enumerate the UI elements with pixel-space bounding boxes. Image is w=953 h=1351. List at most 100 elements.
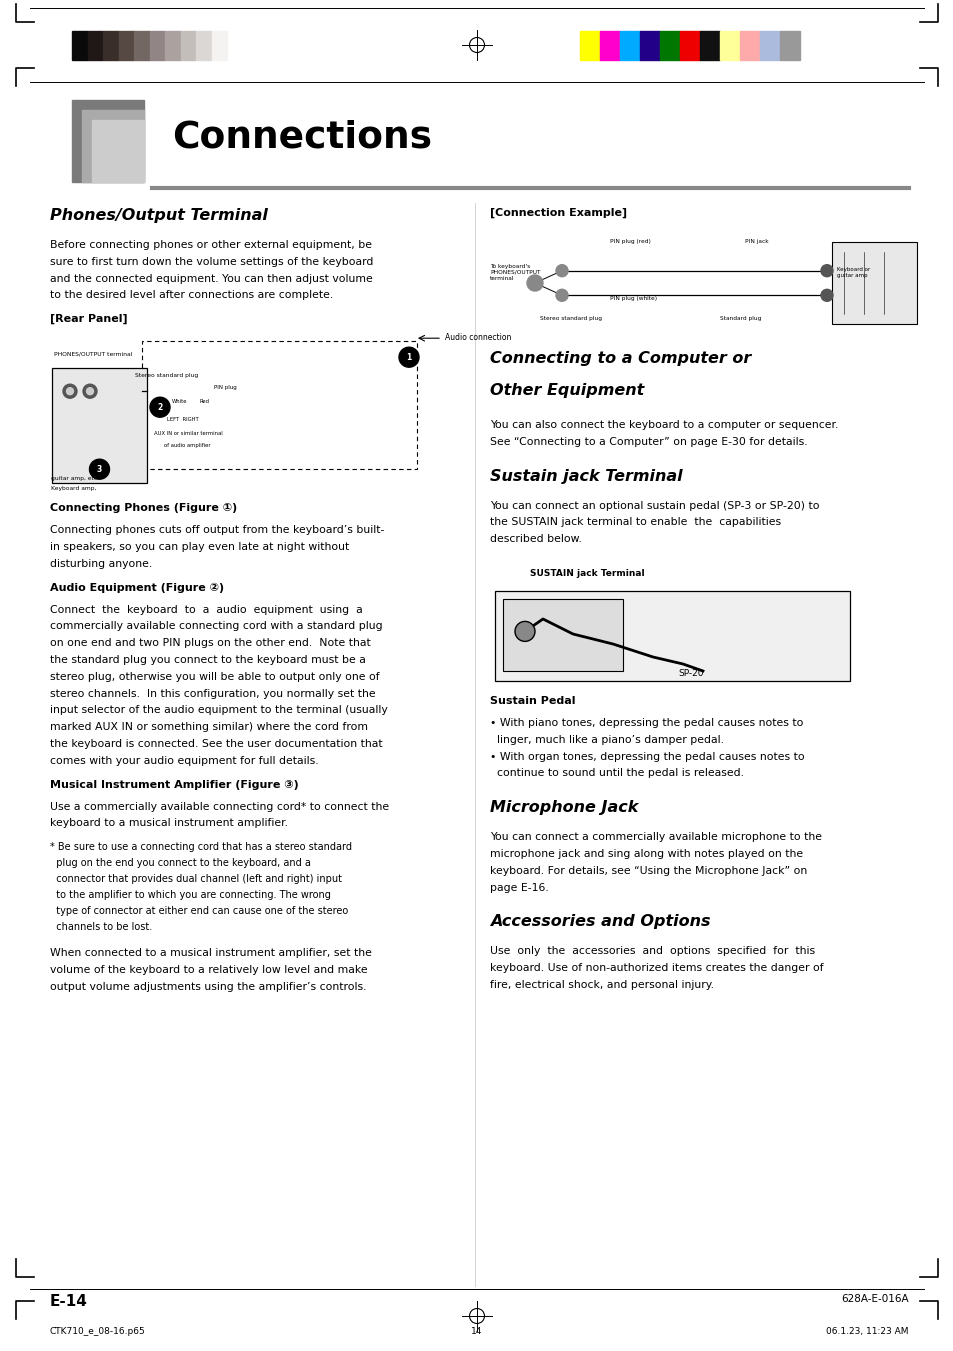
Text: To keyboard's
PHONES/OUTPUT
terminal: To keyboard's PHONES/OUTPUT terminal	[490, 263, 540, 281]
Bar	[639, 31, 659, 59]
Text: SUSTAIN jack Terminal: SUSTAIN jack Terminal	[530, 569, 644, 578]
Text: the standard plug you connect to the keyboard must be a: the standard plug you connect to the key…	[50, 655, 366, 665]
Bar	[91, 120, 144, 182]
Text: Musical Instrument Amplifier (Figure ③): Musical Instrument Amplifier (Figure ③)	[50, 780, 298, 789]
Text: Audio connection: Audio connection	[444, 332, 511, 342]
Text: to the desired level after connections are complete.: to the desired level after connections a…	[50, 290, 333, 300]
Text: described below.: described below.	[490, 534, 581, 544]
Circle shape	[821, 265, 832, 277]
Text: PHONES/OUTPUT terminal: PHONES/OUTPUT terminal	[54, 351, 132, 357]
Text: Connections: Connections	[172, 120, 432, 155]
Bar	[52, 369, 147, 484]
Text: You can also connect the keyboard to a computer or sequencer.: You can also connect the keyboard to a c…	[490, 420, 838, 430]
Bar	[619, 31, 639, 59]
Bar	[720, 31, 740, 59]
Text: Sustain Pedal: Sustain Pedal	[490, 696, 575, 707]
Bar	[780, 31, 800, 59]
Text: PIN plug (red): PIN plug (red)	[609, 239, 650, 245]
Text: continue to sound until the pedal is released.: continue to sound until the pedal is rel…	[490, 769, 743, 778]
Text: PIN plug (white): PIN plug (white)	[609, 296, 657, 301]
Text: fire, electrical shock, and personal injury.: fire, electrical shock, and personal inj…	[490, 979, 713, 990]
Text: When connected to a musical instrument amplifier, set the: When connected to a musical instrument a…	[50, 948, 372, 958]
Bar	[502, 598, 622, 671]
Bar	[103, 31, 118, 59]
Circle shape	[515, 621, 535, 642]
Text: keyboard. For details, see “Using the Microphone Jack” on: keyboard. For details, see “Using the Mi…	[490, 866, 806, 875]
Bar	[579, 31, 599, 59]
Text: • With piano tones, depressing the pedal causes notes to: • With piano tones, depressing the pedal…	[490, 717, 802, 728]
Text: [Connection Example]: [Connection Example]	[490, 208, 626, 219]
Text: the SUSTAIN jack terminal to enable  the  capabilities: the SUSTAIN jack terminal to enable the …	[490, 517, 781, 527]
Bar	[165, 31, 180, 59]
Text: disturbing anyone.: disturbing anyone.	[50, 559, 152, 569]
Circle shape	[821, 289, 832, 301]
Circle shape	[150, 397, 170, 417]
Text: • With organ tones, depressing the pedal causes notes to: • With organ tones, depressing the pedal…	[490, 751, 803, 762]
Text: connector that provides dual channel (left and right) input: connector that provides dual channel (le…	[50, 874, 341, 884]
Text: comes with your audio equipment for full details.: comes with your audio equipment for full…	[50, 755, 318, 766]
Text: the keyboard is connected. See the user documentation that: the keyboard is connected. See the user …	[50, 739, 382, 748]
Text: Phones/Output Terminal: Phones/Output Terminal	[50, 208, 268, 223]
Text: Accessories and Options: Accessories and Options	[490, 915, 710, 929]
Text: PIN jack: PIN jack	[744, 239, 768, 245]
Bar	[831, 242, 916, 324]
Text: sure to first turn down the volume settings of the keyboard: sure to first turn down the volume setti…	[50, 257, 373, 266]
Text: LEFT  RIGHT: LEFT RIGHT	[167, 417, 198, 423]
Text: plug on the end you connect to the keyboard, and a: plug on the end you connect to the keybo…	[50, 858, 311, 869]
Text: volume of the keyboard to a relatively low level and make: volume of the keyboard to a relatively l…	[50, 965, 367, 975]
Bar	[495, 590, 849, 681]
Text: White: White	[172, 399, 188, 404]
Text: Use  only  the  accessories  and  options  specified  for  this: Use only the accessories and options spe…	[490, 947, 814, 957]
Bar	[71, 31, 88, 59]
Text: Other Equipment: Other Equipment	[490, 382, 643, 399]
Text: and the connected equipment. You can then adjust volume: and the connected equipment. You can the…	[50, 274, 373, 284]
Bar	[212, 31, 227, 59]
Text: input selector of the audio equipment to the terminal (usually: input selector of the audio equipment to…	[50, 705, 387, 716]
Bar	[133, 31, 150, 59]
Text: * Be sure to use a connecting cord that has a stereo standard: * Be sure to use a connecting cord that …	[50, 842, 352, 852]
Text: Connecting to a Computer or: Connecting to a Computer or	[490, 351, 750, 366]
Text: output volume adjustments using the amplifier’s controls.: output volume adjustments using the ampl…	[50, 982, 366, 992]
Text: type of connector at either end can cause one of the stereo: type of connector at either end can caus…	[50, 907, 348, 916]
Circle shape	[398, 347, 418, 367]
Text: Standard plug: Standard plug	[720, 316, 760, 322]
Bar	[659, 31, 679, 59]
Text: keyboard to a musical instrument amplifier.: keyboard to a musical instrument amplifi…	[50, 819, 288, 828]
Text: AUX IN or similar terminal: AUX IN or similar terminal	[153, 431, 222, 436]
Text: Stereo standard plug: Stereo standard plug	[539, 316, 601, 322]
Text: Keyboard amp,: Keyboard amp,	[51, 486, 96, 492]
Text: 1: 1	[406, 353, 411, 362]
Text: stereo plug, otherwise you will be able to output only one of: stereo plug, otherwise you will be able …	[50, 671, 379, 682]
Text: E-14: E-14	[50, 1294, 88, 1309]
Circle shape	[67, 388, 73, 394]
Text: CTK710_e_08-16.p65: CTK710_e_08-16.p65	[50, 1327, 146, 1336]
Text: microphone jack and sing along with notes played on the: microphone jack and sing along with note…	[490, 848, 802, 859]
Circle shape	[556, 289, 567, 301]
Text: Sustain jack Terminal: Sustain jack Terminal	[490, 469, 682, 484]
Text: page E-16.: page E-16.	[490, 882, 548, 893]
Text: keyboard. Use of non-authorized items creates the danger of: keyboard. Use of non-authorized items cr…	[490, 963, 822, 973]
Text: 14: 14	[471, 1327, 482, 1336]
Text: Connect  the  keyboard  to  a  audio  equipment  using  a: Connect the keyboard to a audio equipmen…	[50, 605, 362, 615]
Text: PIN plug: PIN plug	[213, 385, 236, 390]
Text: [Rear Panel]: [Rear Panel]	[50, 315, 128, 324]
Circle shape	[87, 388, 93, 394]
Circle shape	[556, 265, 567, 277]
Text: 06.1.23, 11:23 AM: 06.1.23, 11:23 AM	[825, 1327, 908, 1336]
Text: Stereo standard plug: Stereo standard plug	[135, 373, 198, 378]
Text: Before connecting phones or other external equipment, be: Before connecting phones or other extern…	[50, 240, 372, 250]
Bar	[760, 31, 780, 59]
Text: 3: 3	[97, 465, 102, 474]
Text: 2: 2	[157, 403, 162, 412]
Text: 628A-E-016A: 628A-E-016A	[841, 1294, 908, 1304]
Text: on one end and two PIN plugs on the other end.  Note that: on one end and two PIN plugs on the othe…	[50, 638, 371, 648]
Bar	[150, 31, 165, 59]
Bar	[679, 31, 700, 59]
Circle shape	[526, 276, 542, 290]
Text: guitar amp, etc.: guitar amp, etc.	[51, 476, 99, 481]
Circle shape	[83, 384, 97, 399]
Text: See “Connecting to a Computer” on page E-30 for details.: See “Connecting to a Computer” on page E…	[490, 436, 807, 447]
Bar	[740, 31, 760, 59]
Text: in speakers, so you can play even late at night without: in speakers, so you can play even late a…	[50, 542, 349, 553]
Bar	[71, 100, 144, 182]
